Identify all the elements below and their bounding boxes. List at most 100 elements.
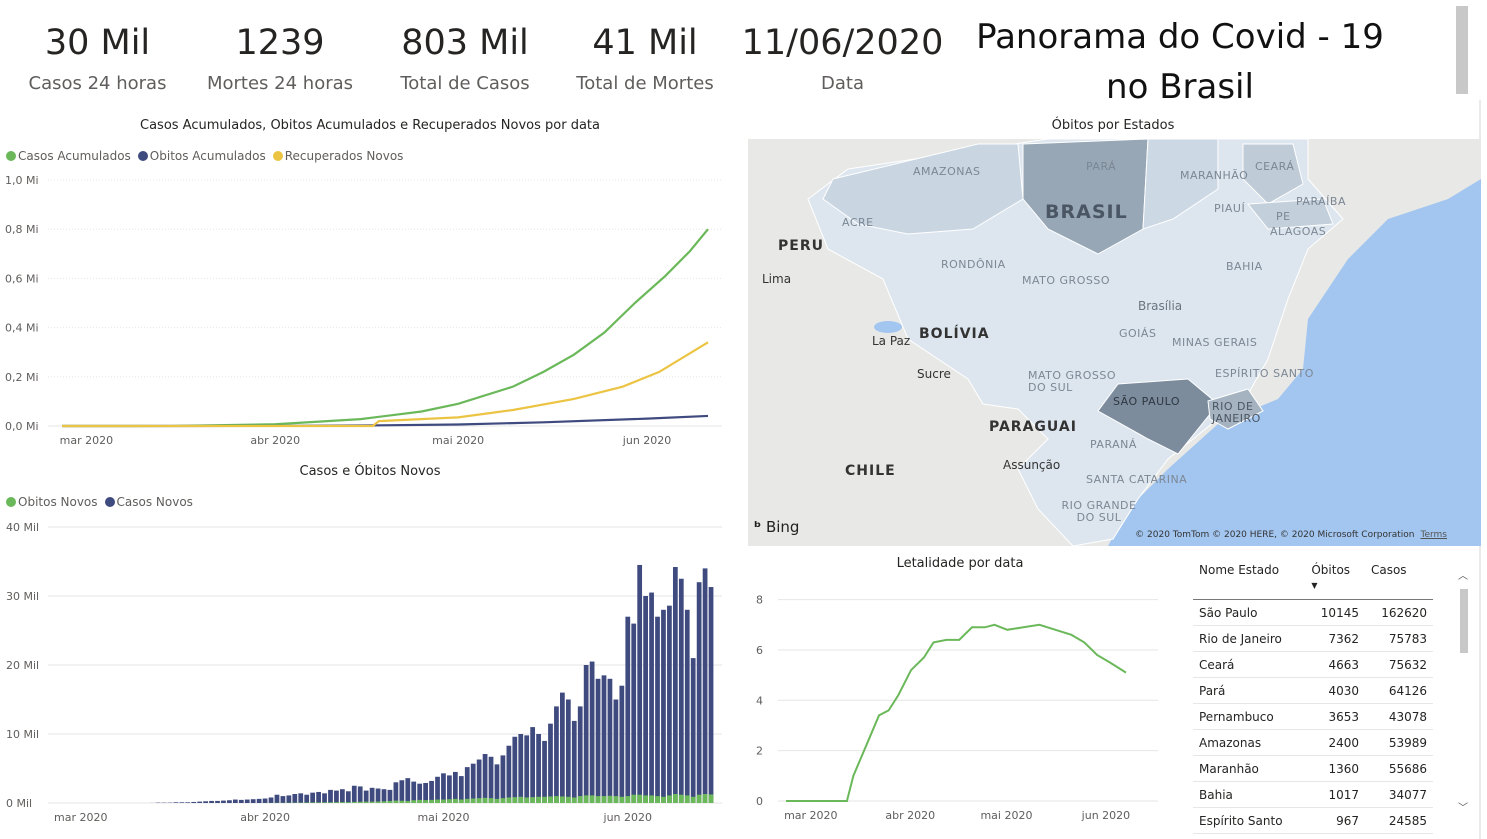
legend-item-obitos-novos[interactable]: Obitos Novos bbox=[6, 495, 98, 509]
table-scrollbar[interactable]: ︿ ﹀ bbox=[1458, 567, 1470, 814]
bar-obitos-novos bbox=[589, 795, 595, 803]
table-row[interactable]: Ceará 4663 75632 bbox=[1193, 651, 1433, 678]
cell-cases: 75632 bbox=[1364, 651, 1433, 678]
cell-deaths: 4663 bbox=[1305, 651, 1365, 678]
x-tick-label: abr 2020 bbox=[240, 811, 290, 824]
col-header-cases[interactable]: Casos bbox=[1364, 560, 1433, 600]
deaths-by-state-map[interactable]: AMAZONAS PARÁ MARANHÃO CEARÁ PARAÍBA PIA… bbox=[748, 139, 1481, 546]
map-label-santa-catarina: SANTA CATARINA bbox=[1086, 473, 1188, 486]
col-header-deaths[interactable]: Óbitos ▼ bbox=[1305, 560, 1365, 600]
chart-cumulative[interactable]: 0,0 Mi 0,2 Mi 0,4 Mi 0,6 Mi 0,8 Mi 1,0 Mi mar … bbox=[0, 168, 735, 453]
y-tick-label: 2 bbox=[756, 745, 763, 758]
map-maranhao bbox=[1142, 139, 1219, 230]
map-amazonas bbox=[822, 143, 1024, 235]
bar-casos-novos bbox=[548, 723, 553, 803]
legend-label: Casos Novos bbox=[116, 495, 193, 509]
bar-obitos-novos bbox=[542, 796, 547, 803]
bar-casos-novos bbox=[209, 800, 214, 803]
bar-obitos-novos bbox=[595, 796, 601, 803]
kpi-value: 30 Mil bbox=[44, 23, 151, 63]
bar-obitos-novos bbox=[435, 799, 440, 803]
y-tick-label: 0,2 Mi bbox=[5, 371, 39, 384]
map-label-rs: RIO GRANDE DO SUL bbox=[1061, 499, 1137, 524]
scroll-down-icon[interactable]: ﹀ bbox=[1458, 803, 1468, 814]
table-row[interactable]: Pará 4030 64126 bbox=[1193, 677, 1433, 704]
page-scrollbar[interactable] bbox=[1456, 6, 1468, 94]
map-label-pe: PE bbox=[1276, 210, 1291, 223]
bar-casos-novos bbox=[464, 767, 470, 803]
bar-casos-novos bbox=[637, 564, 643, 803]
bar-obitos-novos bbox=[369, 801, 375, 803]
bar-casos-novos bbox=[429, 780, 434, 803]
map-label-minas-gerais: MINAS GERAIS bbox=[1172, 336, 1258, 349]
bar-obitos-novos bbox=[310, 802, 316, 803]
bar-casos-novos bbox=[435, 776, 440, 803]
cell-deaths: 967 bbox=[1305, 807, 1365, 834]
bar-casos-novos bbox=[643, 596, 648, 803]
bar-casos-novos bbox=[441, 773, 446, 803]
kpi-value: 11/06/2020 bbox=[741, 23, 944, 63]
legend-item-obitos-acumulados[interactable]: Obitos Acumulados bbox=[137, 149, 266, 163]
bar-obitos-novos bbox=[560, 796, 565, 803]
bar-casos-novos bbox=[583, 665, 589, 803]
col-header-state[interactable]: Nome Estado bbox=[1193, 560, 1306, 600]
map-label-ceara: CEARÁ bbox=[1255, 160, 1295, 173]
table-row[interactable]: Bahia 1017 34077 bbox=[1193, 781, 1433, 808]
map-city-brasilia: Brasília bbox=[1138, 299, 1183, 313]
table-row[interactable]: São Paulo 10145 162620 bbox=[1193, 599, 1433, 626]
kpi-date: 11/06/2020 Data bbox=[740, 20, 945, 96]
legend-label: Obitos Acumulados bbox=[149, 149, 266, 163]
bar-obitos-novos bbox=[702, 794, 708, 803]
chart-lethality[interactable]: 0 2 4 6 8 mar 2020 abr 2020 mai 2020 jun 2020 bbox=[748, 575, 1168, 830]
kpi-total-cases: 803 Mil Total de Casos bbox=[385, 20, 545, 96]
bar-casos-novos bbox=[524, 735, 530, 803]
bar-obitos-novos bbox=[643, 795, 648, 803]
cell-cases: 64126 bbox=[1364, 677, 1433, 704]
legend-label: Recuperados Novos bbox=[284, 149, 404, 163]
legend-label: Obitos Novos bbox=[18, 495, 98, 509]
bar-obitos-novos bbox=[667, 795, 672, 803]
table-row[interactable]: Pernambuco 3653 43078 bbox=[1193, 703, 1433, 730]
chart1-title: Casos Acumulados, Obitos Acumulados e Re… bbox=[140, 118, 600, 133]
legend-item-casos-acumulados[interactable]: Casos Acumulados bbox=[6, 149, 131, 163]
bar-casos-novos bbox=[221, 800, 226, 803]
map-country-brasil: BRASIL bbox=[1045, 201, 1128, 223]
bar-obitos-novos bbox=[488, 798, 494, 803]
bar-casos-novos bbox=[458, 776, 464, 803]
x-tick-label: mai 2020 bbox=[980, 809, 1032, 822]
legend-item-recuperados-novos[interactable]: Recuperados Novos bbox=[272, 149, 404, 163]
bar-casos-novos bbox=[357, 786, 363, 803]
bar-casos-novos bbox=[690, 658, 696, 803]
bar-obitos-novos bbox=[363, 801, 369, 803]
cell-deaths: 10145 bbox=[1305, 599, 1365, 626]
scroll-up-icon[interactable]: ︿ bbox=[1458, 571, 1468, 582]
bar-casos-novos bbox=[512, 736, 518, 803]
bar-casos-novos bbox=[322, 793, 327, 803]
bar-casos-novos bbox=[625, 616, 631, 803]
bar-obitos-novos bbox=[441, 799, 446, 803]
table-scroll-thumb[interactable] bbox=[1460, 589, 1468, 653]
series-line-recuperados-novos bbox=[62, 341, 709, 428]
cell-deaths: 4030 bbox=[1305, 677, 1365, 704]
y-tick-label: 20 Mil bbox=[6, 659, 39, 672]
x-tick-label: mai 2020 bbox=[432, 434, 484, 447]
table-row[interactable]: Espírito Santo 967 24585 bbox=[1193, 807, 1433, 834]
bar-casos-novos bbox=[542, 740, 547, 803]
bar-casos-novos bbox=[417, 783, 423, 803]
map-copyright-text: © 2020 TomTom © 2020 HERE, © 2020 Micros… bbox=[1135, 530, 1415, 540]
cell-cases: 162620 bbox=[1364, 599, 1433, 626]
series-line-letalidade bbox=[786, 623, 1127, 802]
chart-new-cases-deaths[interactable]: 0 Mil 10 Mil 20 Mil 30 Mil 40 Mil mar 2020 abr… bbox=[0, 515, 735, 837]
bar-obitos-novos bbox=[637, 794, 643, 803]
map-terms-link[interactable]: Terms bbox=[1420, 530, 1447, 540]
bar-obitos-novos bbox=[672, 794, 678, 803]
table-row[interactable]: Maranhão 1360 55686 bbox=[1193, 755, 1433, 782]
bar-obitos-novos bbox=[690, 796, 696, 803]
legend-item-casos-novos[interactable]: Casos Novos bbox=[104, 495, 193, 509]
y-tick-label: 6 bbox=[756, 644, 763, 657]
bar-casos-novos bbox=[470, 763, 476, 803]
table-row[interactable]: Rio de Janeiro 7362 75783 bbox=[1193, 625, 1433, 652]
cell-state: Rio de Janeiro bbox=[1193, 625, 1306, 652]
states-table: Nome Estado Óbitos ▼ Casos São Paulo 10145… bbox=[1193, 560, 1433, 834]
table-row[interactable]: Amazonas 2400 53989 bbox=[1193, 729, 1433, 756]
